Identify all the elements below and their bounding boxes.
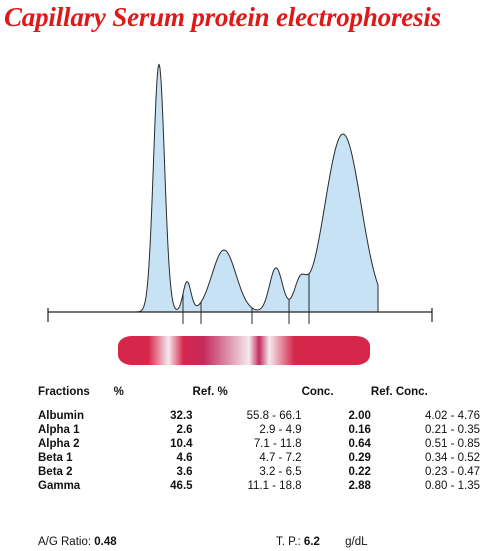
fraction-name: Alpha 1 — [38, 423, 80, 436]
fraction-percent: 46.5 — [170, 479, 193, 492]
table-row: Beta 1 4.6 4.7 - 7.2 0.29 0.34 - 0.52 — [38, 450, 480, 464]
electrophoresis-trace — [47, 63, 433, 324]
fraction-conc: 0.22 — [348, 465, 371, 478]
fraction-ref-conc: 0.23 - 0.47 — [425, 465, 480, 478]
table-row: Beta 2 3.6 3.2 - 6.5 0.22 0.23 - 0.47 — [38, 464, 480, 478]
fraction-name: Albumin — [38, 409, 84, 422]
fraction-dividers — [182, 273, 310, 324]
table-row: Gamma 46.5 11.1 - 18.8 2.88 0.80 - 1.35 — [38, 478, 480, 492]
fraction-ref-conc: 4.02 - 4.76 — [425, 409, 480, 422]
header-ref-percent: Ref. % — [192, 386, 228, 398]
fraction-name: Gamma — [38, 479, 81, 492]
tp-label: T. P.: — [276, 536, 301, 548]
table-header-row: Fractions % Ref. % Conc. Ref. Conc. — [38, 386, 480, 408]
densitogram-area — [120, 63, 379, 313]
ag-ratio: A/G Ratio: 0.48 — [38, 536, 117, 548]
total-protein: T. P.: 6.2 g/dL — [276, 536, 368, 548]
header-conc: Conc. — [301, 386, 334, 398]
table-row: Alpha 2 10.4 7.1 - 11.8 0.64 0.51 - 0.85 — [38, 436, 480, 450]
ag-ratio-value: 0.48 — [94, 536, 117, 548]
header-ref-conc: Ref. Conc. — [370, 386, 428, 398]
fraction-name: Beta 2 — [38, 465, 73, 478]
fraction-conc: 0.64 — [348, 437, 371, 450]
fraction-ref-conc: 0.51 - 0.85 — [425, 437, 480, 450]
ag-ratio-label: A/G Ratio: — [38, 536, 92, 548]
fraction-ref-conc: 0.34 - 0.52 — [425, 451, 480, 464]
tp-unit: g/dL — [345, 536, 368, 548]
fractions-table: Fractions % Ref. % Conc. Ref. Conc. Albu… — [38, 386, 480, 492]
fraction-name: Beta 1 — [38, 451, 73, 464]
chart-title: Capillary Serum protein electrophoresis — [4, 2, 441, 32]
fraction-ref-percent: 3.2 - 6.5 — [259, 465, 302, 478]
fraction-name: Alpha 2 — [38, 437, 80, 450]
fraction-percent: 2.6 — [176, 423, 193, 436]
header-fractions: Fractions — [38, 386, 90, 398]
fraction-percent: 10.4 — [170, 437, 193, 450]
fraction-ref-percent: 2.9 - 4.9 — [259, 423, 302, 436]
fraction-ref-percent: 11.1 - 18.8 — [247, 479, 302, 492]
fraction-conc: 2.88 — [348, 479, 371, 492]
gel-band-strip — [118, 336, 370, 365]
fraction-percent: 3.6 — [176, 465, 193, 478]
header-percent: % — [113, 386, 124, 398]
fraction-ref-conc: 0.21 - 0.35 — [425, 423, 480, 436]
fraction-conc: 0.29 — [348, 451, 371, 464]
fraction-ref-conc: 0.80 - 1.35 — [425, 479, 480, 492]
axis-ticks — [47, 308, 433, 322]
fraction-percent: 32.3 — [170, 409, 193, 422]
fraction-conc: 2.00 — [348, 409, 371, 422]
fraction-ref-percent: 7.1 - 11.8 — [253, 437, 302, 450]
fraction-ref-percent: 55.8 - 66.1 — [246, 409, 302, 422]
fraction-percent: 4.6 — [176, 451, 193, 464]
table-row: Alpha 1 2.6 2.9 - 4.9 0.16 0.21 - 0.35 — [38, 422, 480, 436]
table-row: Albumin 32.3 55.8 - 66.1 2.00 4.02 - 4.7… — [38, 408, 480, 422]
tp-value: 6.2 — [303, 536, 320, 548]
fraction-conc: 0.16 — [348, 423, 371, 436]
fraction-ref-percent: 4.7 - 7.2 — [259, 451, 302, 464]
